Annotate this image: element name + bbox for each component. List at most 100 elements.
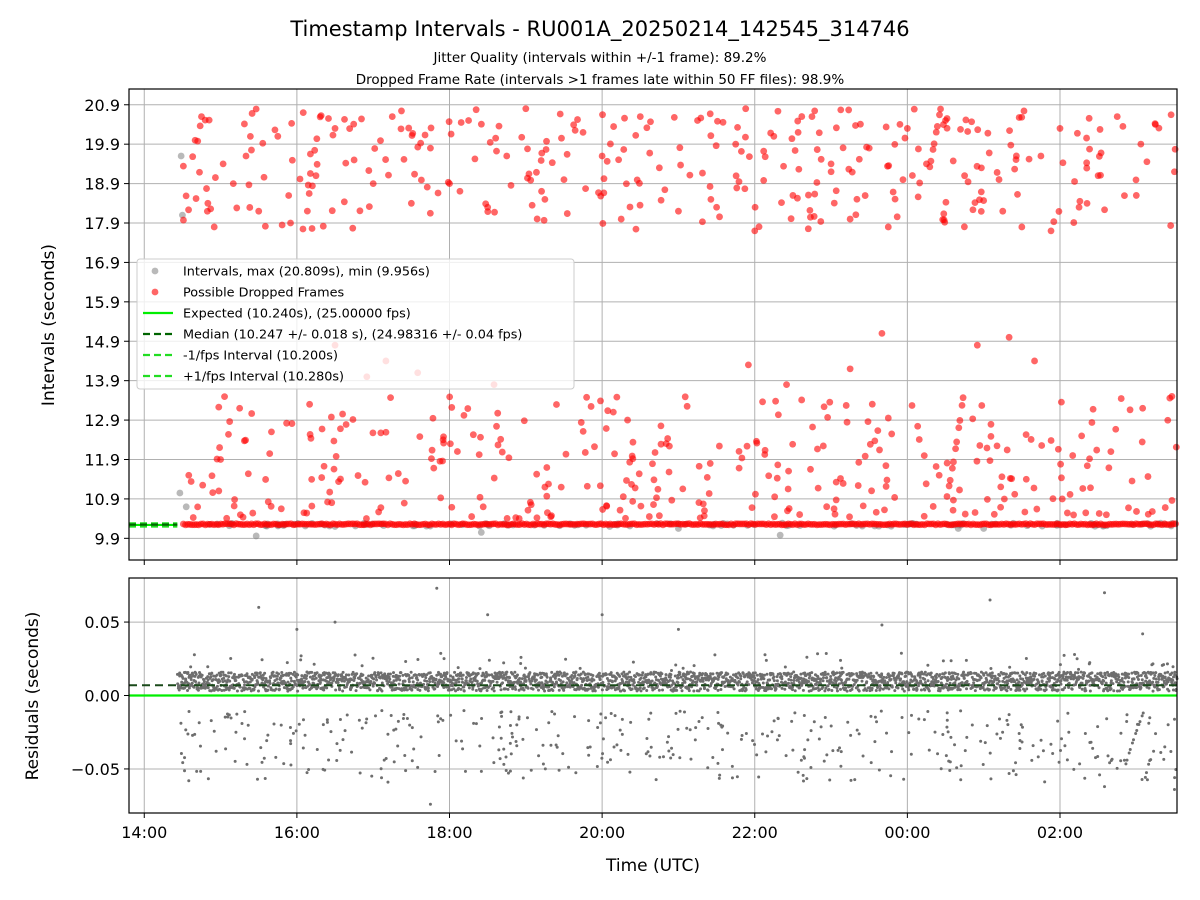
residual-point bbox=[815, 683, 819, 687]
residual-point bbox=[697, 719, 701, 723]
dropped-frame-marker bbox=[788, 135, 796, 143]
residual-point bbox=[686, 677, 690, 681]
dropped-frame-marker bbox=[983, 495, 991, 503]
residual-point bbox=[234, 678, 238, 682]
dropped-frame-marker bbox=[1168, 393, 1176, 400]
dropped-frame-marker bbox=[842, 402, 850, 409]
residual-point bbox=[669, 668, 673, 672]
residual-point bbox=[598, 721, 602, 725]
residual-point bbox=[349, 685, 353, 689]
residual-point bbox=[970, 723, 974, 727]
residual-point bbox=[713, 653, 717, 657]
residual-point bbox=[1022, 680, 1026, 684]
residual-point bbox=[570, 673, 574, 677]
dropped-frame-marker bbox=[629, 497, 637, 505]
residual-point bbox=[301, 718, 305, 722]
residual-point bbox=[308, 683, 312, 687]
dropped-frame-marker bbox=[597, 397, 604, 405]
dropped-frame-marker bbox=[823, 503, 831, 511]
residual-point bbox=[661, 688, 665, 692]
residual-point bbox=[504, 769, 508, 773]
residual-point bbox=[890, 685, 894, 689]
residual-point bbox=[791, 685, 795, 689]
dropped-frame-marker bbox=[891, 140, 899, 148]
intervals-reference-lines bbox=[129, 522, 178, 528]
residual-point bbox=[294, 675, 298, 679]
residual-point bbox=[836, 748, 840, 752]
residual-point bbox=[1105, 717, 1109, 721]
intervals-x-ticks bbox=[143, 560, 1061, 565]
dropped-frame-marker bbox=[416, 433, 424, 441]
dropped-frame-marker bbox=[328, 499, 336, 507]
residual-point bbox=[1090, 671, 1094, 675]
residual-point bbox=[839, 658, 843, 662]
dropped-frame-marker bbox=[288, 156, 296, 164]
residual-point bbox=[1112, 689, 1116, 693]
residual-point bbox=[656, 678, 660, 682]
dropped-frame-marker bbox=[382, 156, 390, 163]
dropped-frame-marker bbox=[547, 513, 555, 521]
dropped-frame-marker bbox=[271, 126, 279, 134]
dropped-frame-marker bbox=[827, 160, 835, 168]
residual-point bbox=[191, 733, 195, 737]
residual-point bbox=[586, 746, 590, 750]
dropped-frame-marker bbox=[820, 403, 828, 411]
dropped-frame-marker bbox=[657, 422, 665, 430]
residual-point bbox=[550, 670, 554, 674]
residual-point bbox=[398, 674, 402, 678]
residual-point bbox=[551, 688, 555, 692]
residual-point bbox=[596, 726, 600, 730]
dropped-frame-marker bbox=[354, 472, 362, 479]
residual-point bbox=[541, 762, 545, 766]
residual-point bbox=[747, 671, 751, 675]
dropped-frame-marker bbox=[553, 401, 560, 408]
dropped-frame-marker bbox=[196, 168, 203, 176]
residual-point bbox=[1088, 741, 1092, 745]
dropped-frame-marker bbox=[832, 187, 840, 195]
dropped-frame-marker bbox=[961, 172, 969, 180]
residual-point bbox=[987, 688, 991, 692]
dropped-frame-marker bbox=[865, 144, 873, 152]
residual-point bbox=[1173, 776, 1177, 780]
residual-point bbox=[336, 673, 340, 677]
dropped-frame-marker bbox=[993, 442, 1001, 450]
residual-point bbox=[601, 681, 605, 685]
residual-point bbox=[1107, 674, 1111, 678]
dropped-frame-marker bbox=[495, 122, 503, 130]
dropped-frame-marker bbox=[1027, 436, 1035, 443]
dropped-frame-marker bbox=[884, 414, 892, 422]
residual-point bbox=[801, 688, 805, 692]
residual-point bbox=[646, 672, 650, 676]
dropped-frame-marker bbox=[305, 190, 313, 197]
dropped-frame-marker bbox=[983, 444, 991, 452]
x-tick-label: 00:00 bbox=[884, 823, 930, 842]
dropped-frame-marker bbox=[637, 502, 645, 510]
dropped-frame-marker bbox=[494, 409, 502, 417]
residual-point bbox=[956, 672, 960, 676]
residual-point bbox=[183, 686, 187, 690]
residual-point bbox=[739, 674, 743, 678]
residual-point bbox=[618, 728, 622, 732]
residual-point bbox=[321, 723, 325, 727]
residual-point bbox=[225, 680, 229, 684]
residual-point bbox=[740, 733, 744, 737]
residual-point bbox=[277, 687, 281, 691]
residual-point bbox=[818, 680, 822, 684]
dropped-frame-marker bbox=[400, 155, 408, 163]
residual-point bbox=[700, 716, 704, 720]
residual-point bbox=[755, 673, 759, 677]
residual-point bbox=[274, 687, 278, 691]
residual-point bbox=[852, 683, 856, 687]
residual-point bbox=[498, 757, 502, 761]
residual-point bbox=[517, 688, 521, 692]
residual-point bbox=[433, 769, 437, 773]
residual-point bbox=[756, 678, 760, 682]
residual-point bbox=[183, 756, 187, 760]
dropped-frame-marker bbox=[369, 429, 377, 437]
dropped-frame-marker bbox=[961, 510, 969, 518]
dropped-frame-marker bbox=[645, 513, 653, 520]
dropped-frame-marker bbox=[288, 119, 296, 127]
dropped-frame-marker bbox=[277, 505, 285, 513]
residual-point bbox=[632, 680, 636, 684]
residual-point bbox=[803, 671, 807, 675]
